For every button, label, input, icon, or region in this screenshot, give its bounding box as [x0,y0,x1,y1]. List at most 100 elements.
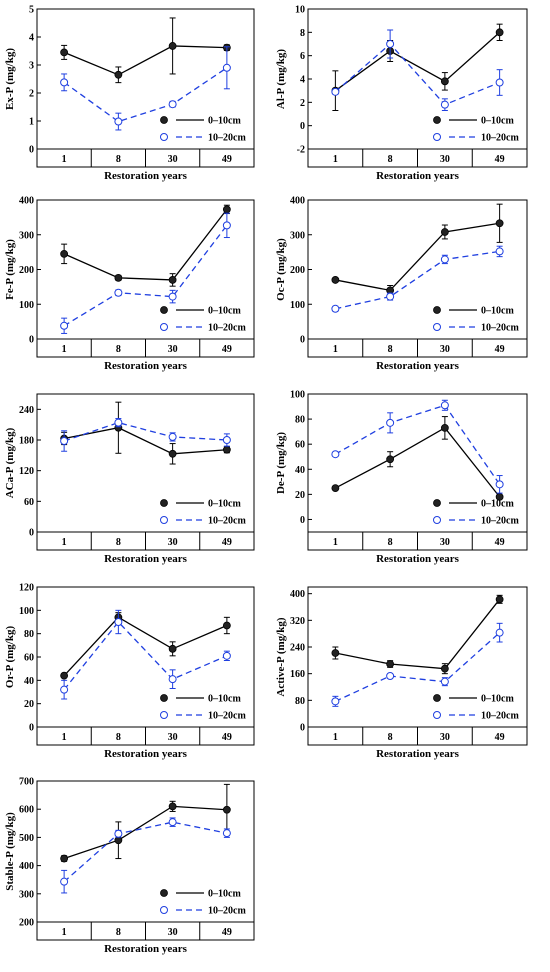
y-axis-label: De-P (mg/kg) [275,432,287,494]
x-tick-label: 30 [168,344,178,355]
data-point [495,78,504,87]
data-point [440,401,449,410]
x-tick-label: 1 [333,344,338,355]
data-point [60,877,69,886]
y-tick-label: 160 [290,669,305,680]
x-axis-label: Restoration years [376,360,460,372]
x-tick-label: 1 [62,154,67,165]
data-point [331,276,340,284]
data-point [222,63,231,72]
legend-label: 10–20cm [481,323,519,334]
data-point [114,117,123,126]
legend-label: 10–20cm [208,323,246,334]
series-line-1 [63,805,227,860]
y-tick-label: 0 [300,121,305,132]
series-line-2 [63,421,227,442]
x-tick-label: 1 [62,732,67,743]
legend-marker [433,694,441,702]
data-point [440,423,449,432]
y-axis-label: Oc-P (mg/kg) [275,238,287,301]
data-point [168,449,177,458]
x-tick-label: 8 [388,154,393,165]
x-axis-label: Restoration years [104,748,188,760]
legend-label: 10–20cm [208,906,246,917]
x-axis-label: Restoration years [104,170,188,182]
x-tick-label: 1 [62,344,67,355]
series-line-1 [63,208,228,281]
data-point [222,221,231,230]
y-tick-label: 60 [24,497,34,508]
x-axis-label: Restoration years [104,553,188,565]
x-tick-label: 49 [495,537,505,548]
legend-marker [433,711,441,719]
legend-label: 10–20cm [208,516,246,527]
series-line-2 [63,621,228,691]
data-point [168,42,177,50]
chart-panel-9: 1 8 30 49 200 300 400 500 600 700 Stable-P (mg/kg)… [4,777,255,955]
data-point [168,100,177,109]
x-tick-label: 8 [388,732,393,743]
x-axis-label: Restoration years [104,943,188,955]
legend-label: 10–20cm [481,133,519,144]
y-axis-label: Ex-P (mg/kg) [4,48,16,110]
y-tick-label: 300 [19,230,34,241]
x-tick-label: 30 [168,154,178,165]
data-point [331,649,340,657]
chart-panel-8: 1 8 30 49 0 80 160 240 320 400 Active-P (mg/kg) Res… [275,586,528,760]
data-point [60,854,69,863]
y-axis-label: Or-P (mg/kg) [4,626,16,689]
data-point [440,228,449,236]
legend-marker [160,133,168,141]
data-point [440,664,449,673]
y-tick-label: 700 [19,777,34,788]
series-line-2 [335,250,500,310]
data-point [168,292,177,301]
series-line-2 [63,224,228,327]
y-tick-label: 200 [19,918,34,929]
y-tick-label: 40 [24,676,34,687]
y-tick-label: 400 [290,589,305,600]
legend-label: 0–10cm [481,306,514,317]
x-tick-label: 49 [495,732,505,743]
series-line-1 [335,427,501,498]
y-tick-label: 80 [24,629,34,640]
x-tick-label: 30 [168,537,178,548]
data-point [495,595,504,604]
y-tick-label: 120 [19,583,34,594]
y-tick-label: 400 [290,196,305,207]
x-tick-label: 30 [440,537,450,548]
x-tick-label: 8 [116,154,121,165]
y-tick-label: 600 [19,805,34,816]
data-point [114,273,123,282]
legend-label: 10–20cm [481,516,519,527]
data-point [222,805,231,814]
legend-marker [160,116,168,124]
x-tick-label: 1 [62,927,67,938]
data-point [495,480,504,489]
legend-marker [160,323,168,331]
data-point [168,432,177,441]
y-tick-label: 0 [300,723,305,734]
series-line-1 [335,222,500,292]
data-point [60,685,69,694]
x-tick-label: 1 [333,732,338,743]
data-point [386,292,395,301]
y-tick-label: 120 [19,466,34,477]
chart-panel-4: 1 8 30 49 0 100 200 300 400 Oc-P (mg/kg) Restorati… [275,196,528,372]
series-line-2 [334,43,500,106]
y-tick-label: 1 [29,117,34,128]
x-tick-label: 1 [333,537,338,548]
data-point [60,78,69,87]
legend-marker [160,889,168,897]
legend-label: 10–20cm [481,711,519,722]
x-tick-label: 1 [62,537,67,548]
data-point [386,672,395,680]
legend-label: 0–10cm [208,694,241,705]
x-tick-label: 30 [440,732,450,743]
plot-frame [36,393,255,551]
legend-label: 0–10cm [208,306,241,317]
series-line-1 [334,31,501,92]
data-point [168,276,177,284]
y-axis-label: Stable-P (mg/kg) [4,812,16,891]
